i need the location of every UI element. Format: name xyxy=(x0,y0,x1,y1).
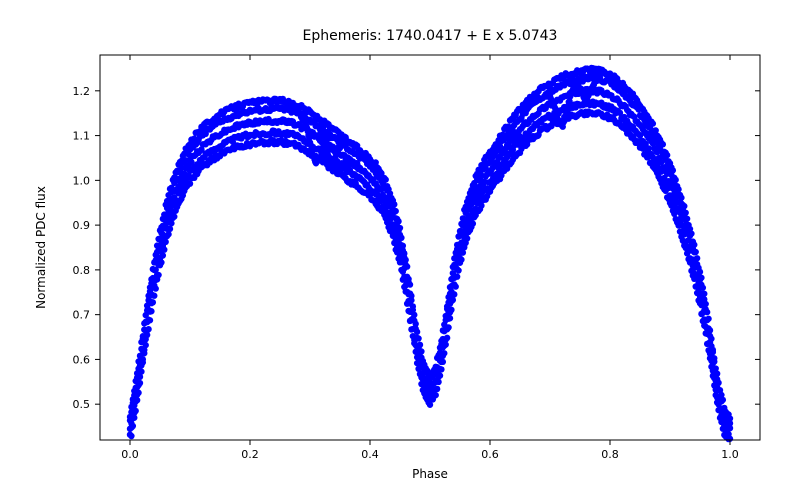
phase-lightcurve-chart: 0.0 0.2 0.4 0.6 0.8 1.0 0.5 0.6 0.7 0.8 0.9 1.0 1.1 1… xyxy=(0,0,800,500)
ytick-label: 0.5 xyxy=(73,398,91,411)
ytick-label: 1.0 xyxy=(73,174,91,187)
ytick-label: 0.7 xyxy=(73,309,91,322)
xtick-label: 0.2 xyxy=(241,448,259,461)
ytick-label: 0.6 xyxy=(73,353,91,366)
xtick-label: 0.6 xyxy=(481,448,499,461)
xtick-label: 1.0 xyxy=(721,448,739,461)
xtick-label: 0.4 xyxy=(361,448,379,461)
xtick-label: 0.0 xyxy=(121,448,139,461)
ylabel: Normalized PDC flux xyxy=(34,186,48,309)
ytick-label: 0.9 xyxy=(73,219,91,232)
ytick-label: 1.2 xyxy=(73,85,91,98)
ytick-label: 0.8 xyxy=(73,264,91,277)
xtick-label: 0.8 xyxy=(601,448,619,461)
xlabel: Phase xyxy=(412,467,448,481)
ytick-label: 1.1 xyxy=(73,130,91,143)
chart-title: Ephemeris: 1740.0417 + E x 5.0743 xyxy=(303,28,558,44)
